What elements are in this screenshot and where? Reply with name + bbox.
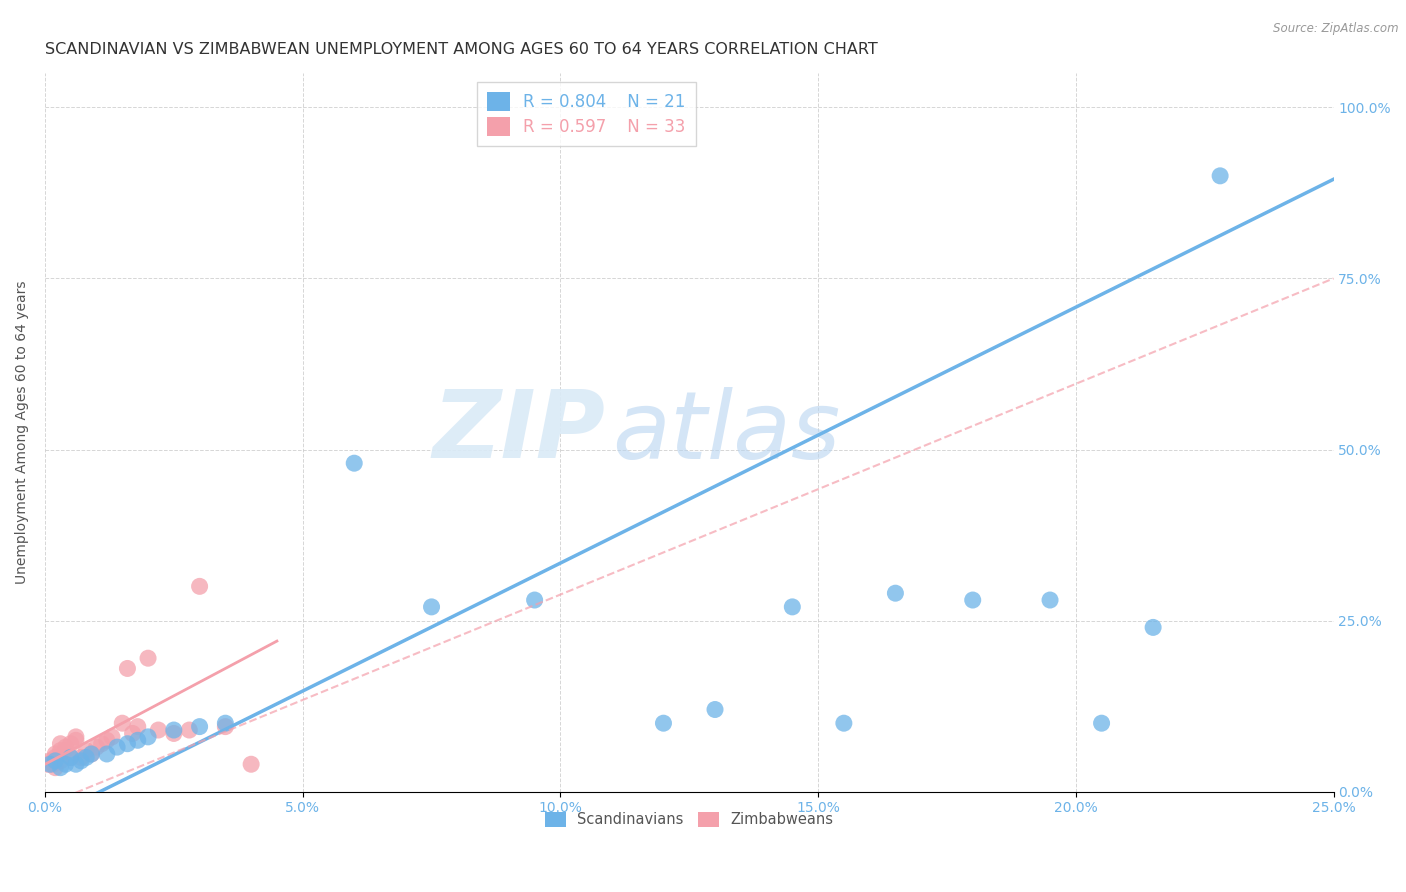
Point — [70, 754, 93, 768]
Point — [90, 737, 112, 751]
Point — [214, 720, 236, 734]
Point — [188, 579, 211, 593]
Point — [704, 702, 727, 716]
Point — [49, 761, 72, 775]
Point — [75, 750, 97, 764]
Point — [65, 733, 87, 747]
Point — [96, 733, 118, 747]
Point — [1090, 716, 1112, 731]
Point — [44, 754, 66, 768]
Point — [136, 730, 159, 744]
Point — [80, 747, 103, 761]
Point — [240, 757, 263, 772]
Point — [163, 726, 186, 740]
Point — [39, 754, 62, 768]
Point — [127, 733, 149, 747]
Point — [41, 757, 63, 772]
Point — [39, 757, 62, 772]
Point — [59, 737, 82, 751]
Point — [101, 730, 124, 744]
Point — [1142, 620, 1164, 634]
Point — [44, 761, 66, 775]
Point — [65, 730, 87, 744]
Point — [59, 750, 82, 764]
Point — [86, 740, 108, 755]
Point — [163, 723, 186, 737]
Point — [343, 456, 366, 470]
Point — [127, 720, 149, 734]
Point — [782, 599, 804, 614]
Point — [188, 720, 211, 734]
Y-axis label: Unemployment Among Ages 60 to 64 years: Unemployment Among Ages 60 to 64 years — [15, 281, 30, 584]
Point — [179, 723, 201, 737]
Point — [111, 716, 134, 731]
Point — [148, 723, 170, 737]
Point — [136, 651, 159, 665]
Point — [55, 743, 77, 757]
Point — [37, 757, 59, 772]
Point — [117, 661, 139, 675]
Text: atlas: atlas — [612, 387, 841, 478]
Point — [49, 754, 72, 768]
Point — [49, 737, 72, 751]
Point — [59, 750, 82, 764]
Point — [214, 716, 236, 731]
Point — [70, 750, 93, 764]
Point — [65, 757, 87, 772]
Text: ZIP: ZIP — [433, 386, 606, 478]
Point — [55, 757, 77, 772]
Point — [884, 586, 907, 600]
Text: Source: ZipAtlas.com: Source: ZipAtlas.com — [1274, 22, 1399, 36]
Point — [49, 743, 72, 757]
Point — [105, 740, 128, 755]
Text: SCANDINAVIAN VS ZIMBABWEAN UNEMPLOYMENT AMONG AGES 60 TO 64 YEARS CORRELATION CH: SCANDINAVIAN VS ZIMBABWEAN UNEMPLOYMENT … — [45, 42, 877, 57]
Point — [523, 593, 546, 607]
Point — [1209, 169, 1232, 183]
Point — [55, 740, 77, 755]
Point — [96, 747, 118, 761]
Point — [962, 593, 984, 607]
Point — [420, 599, 443, 614]
Legend: Scandinavians, Zimbabweans: Scandinavians, Zimbabweans — [538, 805, 841, 835]
Point — [121, 726, 143, 740]
Point — [80, 747, 103, 761]
Point — [44, 750, 66, 764]
Point — [44, 747, 66, 761]
Point — [832, 716, 855, 731]
Point — [117, 737, 139, 751]
Point — [652, 716, 675, 731]
Point — [75, 743, 97, 757]
Point — [1039, 593, 1062, 607]
